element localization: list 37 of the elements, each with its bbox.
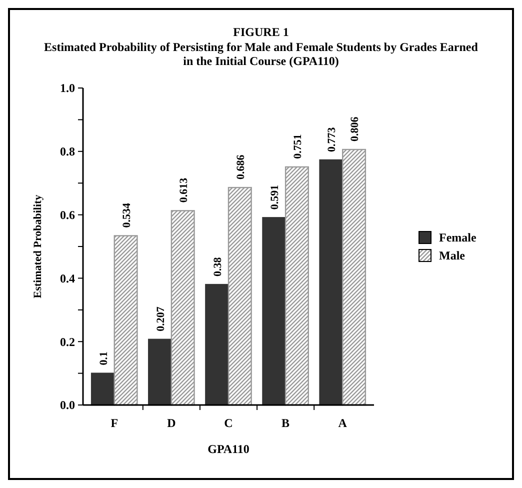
data-label: 0.751 [292, 134, 304, 159]
bar [284, 166, 309, 406]
y-tick-label: 0.2 [60, 334, 75, 349]
legend-label: Female [439, 230, 477, 244]
data-label: 0.773 [326, 126, 338, 152]
data-label: 0.613 [178, 177, 190, 203]
data-label: 0.806 [349, 116, 362, 142]
bar [170, 210, 195, 406]
y-tick-label: 0.0 [60, 398, 75, 412]
x-axis-title: GPA110 [208, 442, 250, 456]
data-label: 0.686 [234, 154, 247, 180]
y-tick-label: 0.4 [60, 271, 75, 286]
x-tick-label: D [167, 416, 176, 430]
x-tick-label: B [282, 416, 290, 430]
data-label: 0.38 [212, 256, 224, 277]
data-label: 0.591 [269, 184, 282, 210]
x-tick-label: A [338, 416, 348, 430]
y-tick-label: 1.0 [60, 81, 75, 96]
bar [114, 235, 138, 406]
bar [342, 148, 366, 406]
y-axis-title: Estimated Probability [32, 194, 44, 298]
data-label: 0.534 [120, 202, 133, 228]
chart-subtitle: Estimated Probability of Persisting for Male and Female Students by Grades Earned in the Initial Course (GPA110) [43, 40, 479, 68]
legend-label: Male [439, 248, 466, 262]
bar [262, 217, 286, 406]
y-tick-label: 0.6 [60, 208, 75, 222]
bar [90, 372, 115, 406]
x-tick-label: F [110, 416, 118, 430]
bar [205, 284, 230, 406]
y-tick-label: 0.8 [60, 144, 75, 159]
x-tick-label: C [224, 416, 233, 430]
data-label: 0.1 [98, 352, 110, 366]
data-label: 0.207 [155, 306, 168, 332]
bar [148, 338, 172, 406]
chart-title: FIGURE 1 [233, 25, 289, 39]
bar [319, 159, 344, 406]
bar [228, 186, 252, 406]
